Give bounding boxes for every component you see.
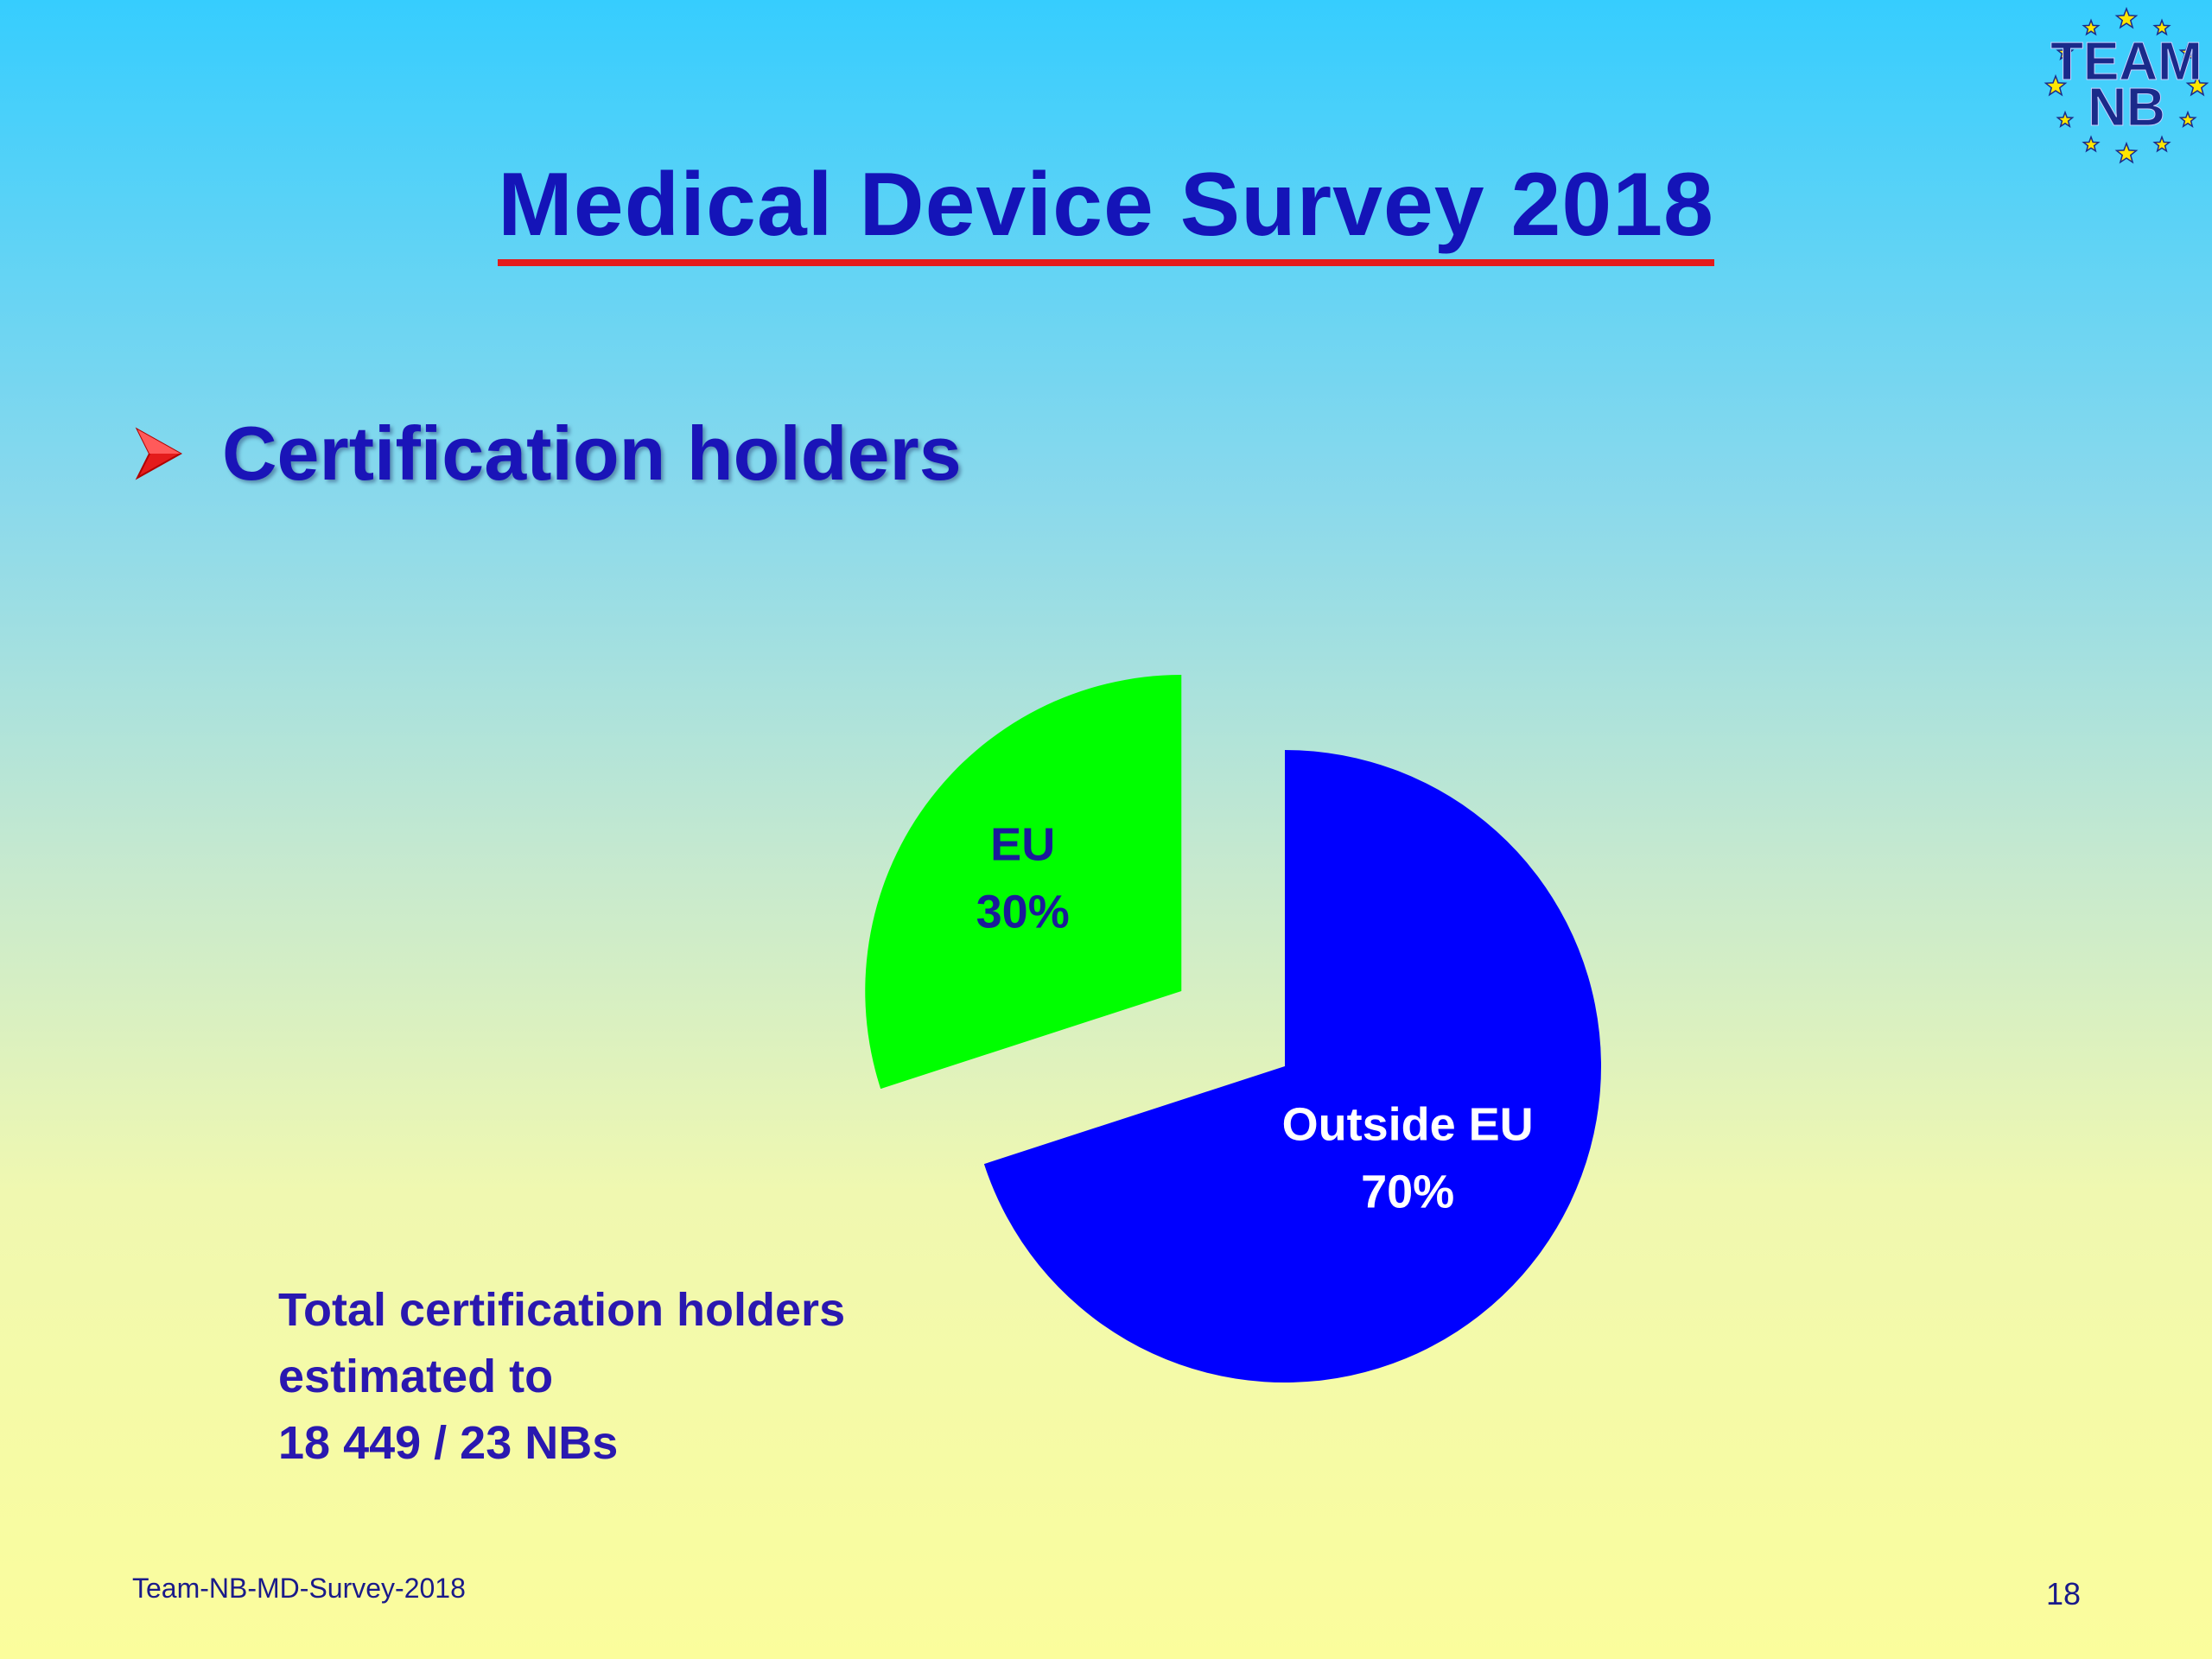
team-nb-logo: TEAM NB <box>2044 6 2209 164</box>
total-note-line-2: estimated to <box>278 1351 554 1402</box>
logo-text-top: TEAM <box>2050 32 2202 92</box>
arrow-bullet-icon <box>135 427 182 480</box>
logo-stars <box>2044 6 2209 164</box>
logo-star-icon <box>2044 73 2068 97</box>
total-note-line-3: 18 449 / 23 NBs <box>278 1417 619 1469</box>
slide-title-text: Medical Device Survey 2018 <box>498 156 1714 267</box>
logo-text-bottom: NB <box>2088 78 2165 137</box>
page-number: 18 <box>2045 1576 2081 1611</box>
pie-label-eu-name: EU <box>990 819 1055 871</box>
logo-star-icon <box>2114 141 2139 164</box>
pie-label-outside-eu-value: 70% <box>1361 1166 1454 1217</box>
logo-star-icon <box>2056 42 2075 61</box>
bullet-text: Certification holders <box>222 410 962 496</box>
pie-label-outside-eu-name: Outside EU <box>1282 1098 1534 1150</box>
logo-star-icon <box>2185 73 2209 97</box>
slide-title: Medical Device Survey 2018 <box>0 156 2212 267</box>
logo-star-icon <box>2114 6 2139 29</box>
logo-star-icon <box>2082 18 2101 36</box>
logo-star-icon <box>2178 42 2197 61</box>
logo-star-icon <box>2178 110 2197 129</box>
footer-text: Team-NB-MD-Survey-2018 <box>132 1573 466 1604</box>
pie-slice-eu <box>865 675 1182 1090</box>
total-note-line-1: Total certification holders <box>278 1284 846 1336</box>
pie-label-eu-value: 30% <box>976 887 1070 938</box>
pie-labels: EU 30% Outside EU 70% <box>976 819 1534 1218</box>
logo-star-icon <box>2082 135 2101 153</box>
pie-slices <box>865 675 1601 1382</box>
logo-star-icon <box>2056 110 2075 129</box>
bullet-item: Certification holders <box>134 406 962 501</box>
logo-star-icon <box>2152 18 2171 36</box>
logo-star-icon <box>2152 135 2171 153</box>
pie-slice-outside-eu <box>983 750 1601 1382</box>
total-note: Total certification holders estimated to… <box>278 1277 1056 1477</box>
